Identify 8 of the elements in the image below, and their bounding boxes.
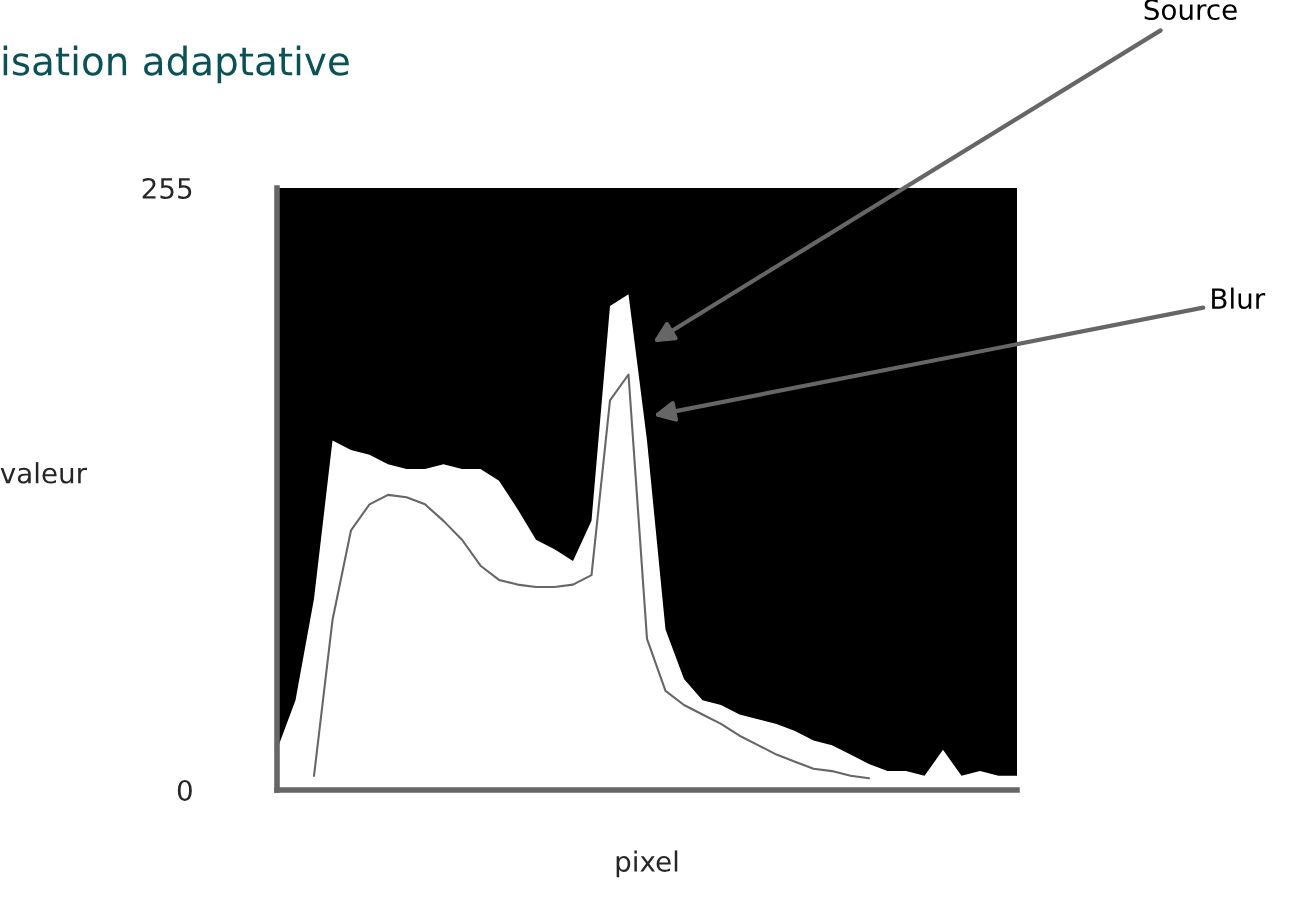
y-axis-title: valeur <box>0 462 88 484</box>
y-tick-label: 255 <box>142 177 192 199</box>
line-series <box>312 373 871 780</box>
chart-title: isation adaptative <box>3 45 349 84</box>
text: Blur <box>1212 287 1266 310</box>
y-tick-label: 0 <box>177 779 192 801</box>
x-axis-title: pixel <box>616 850 678 878</box>
text: Source <box>1144 0 1237 21</box>
